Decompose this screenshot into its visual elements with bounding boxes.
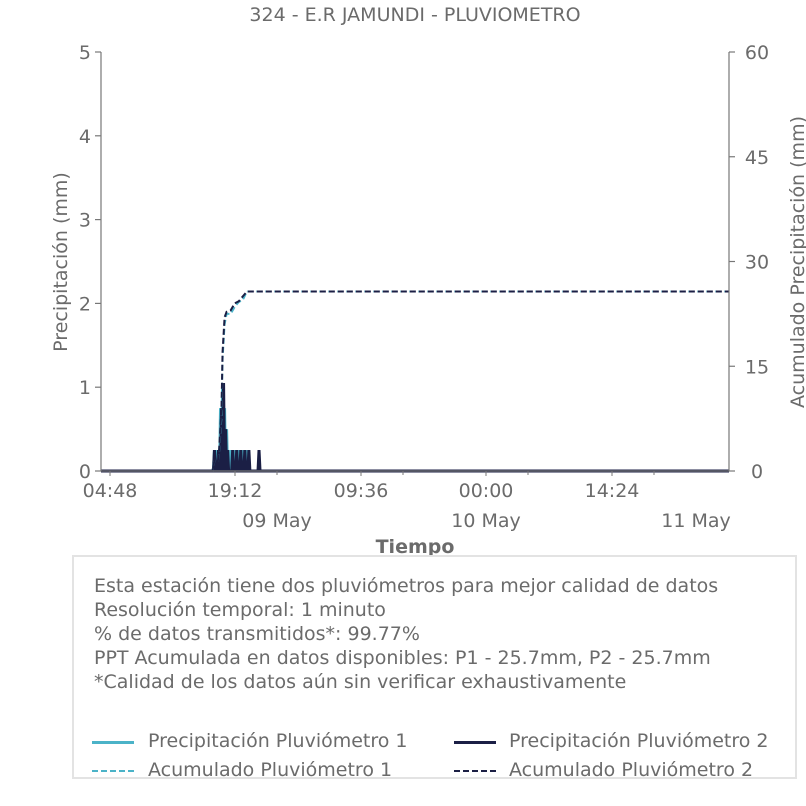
x-tick-label: 09:36 bbox=[334, 480, 389, 502]
y2-tick-label: 60 bbox=[745, 42, 769, 64]
info-box: Esta estación tiene dos pluviómetros par… bbox=[72, 555, 797, 781]
rainfall-chart: 324 - E.R JAMUNDI - PLUVIOMETRO 01234501… bbox=[50, 4, 806, 555]
legend-swatch-p2 bbox=[454, 741, 496, 744]
y-tick-label: 3 bbox=[79, 210, 91, 232]
y-tick-label: 5 bbox=[79, 42, 91, 64]
y-tick-label: 1 bbox=[79, 377, 91, 399]
legend-item-acc1: Acumulado Pluviómetro 1 bbox=[148, 759, 393, 781]
y-axis-label: Precipitación (mm) bbox=[50, 172, 72, 352]
info-line: *Calidad de los datos aún sin verificar … bbox=[94, 671, 627, 693]
y-tick-label: 2 bbox=[79, 293, 91, 315]
x-date-label: 10 May bbox=[451, 510, 521, 532]
x-axis-label: Tiempo bbox=[376, 536, 455, 555]
y2-axis-label: Acumulado Precipitación (mm) bbox=[787, 116, 806, 408]
y2-tick-label: 30 bbox=[745, 252, 769, 274]
legend-swatch-acc2 bbox=[454, 770, 496, 772]
y2-tick-label: 45 bbox=[745, 147, 769, 169]
series-line-2 bbox=[101, 382, 729, 473]
x-tick-label: 14:24 bbox=[585, 480, 640, 502]
legend-item-p1: Precipitación Pluviómetro 1 bbox=[148, 730, 408, 752]
y2-tick-label: 15 bbox=[745, 356, 769, 378]
info-line: PPT Acumulada en datos disponibles: P1 -… bbox=[94, 647, 711, 669]
y2-tick-label: 0 bbox=[751, 461, 763, 483]
info-line: Resolución temporal: 1 minuto bbox=[94, 599, 386, 621]
y-tick-label: 0 bbox=[79, 461, 91, 483]
chart-title: 324 - E.R JAMUNDI - PLUVIOMETRO bbox=[249, 4, 580, 26]
legend-item-acc2: Acumulado Pluviómetro 2 bbox=[509, 759, 754, 781]
legend-item-p2: Precipitación Pluviómetro 2 bbox=[509, 730, 769, 752]
info-line: Esta estación tiene dos pluviómetros par… bbox=[94, 575, 719, 597]
legend-swatch-acc1 bbox=[92, 770, 134, 772]
x-tick-label: 04:48 bbox=[83, 480, 138, 502]
series-line-1 bbox=[101, 387, 729, 473]
x-tick-label: 00:00 bbox=[459, 480, 514, 502]
legend-swatch-p1 bbox=[92, 741, 134, 744]
x-tick-label: 19:12 bbox=[208, 480, 263, 502]
y-tick-label: 4 bbox=[79, 126, 91, 148]
series-line-3 bbox=[101, 290, 729, 472]
info-line: % de datos transmitidos*: 99.77% bbox=[94, 623, 420, 645]
series-line-4 bbox=[101, 290, 729, 472]
x-date-label: 09 May bbox=[242, 510, 312, 532]
x-date-label: 11 May bbox=[661, 510, 731, 532]
